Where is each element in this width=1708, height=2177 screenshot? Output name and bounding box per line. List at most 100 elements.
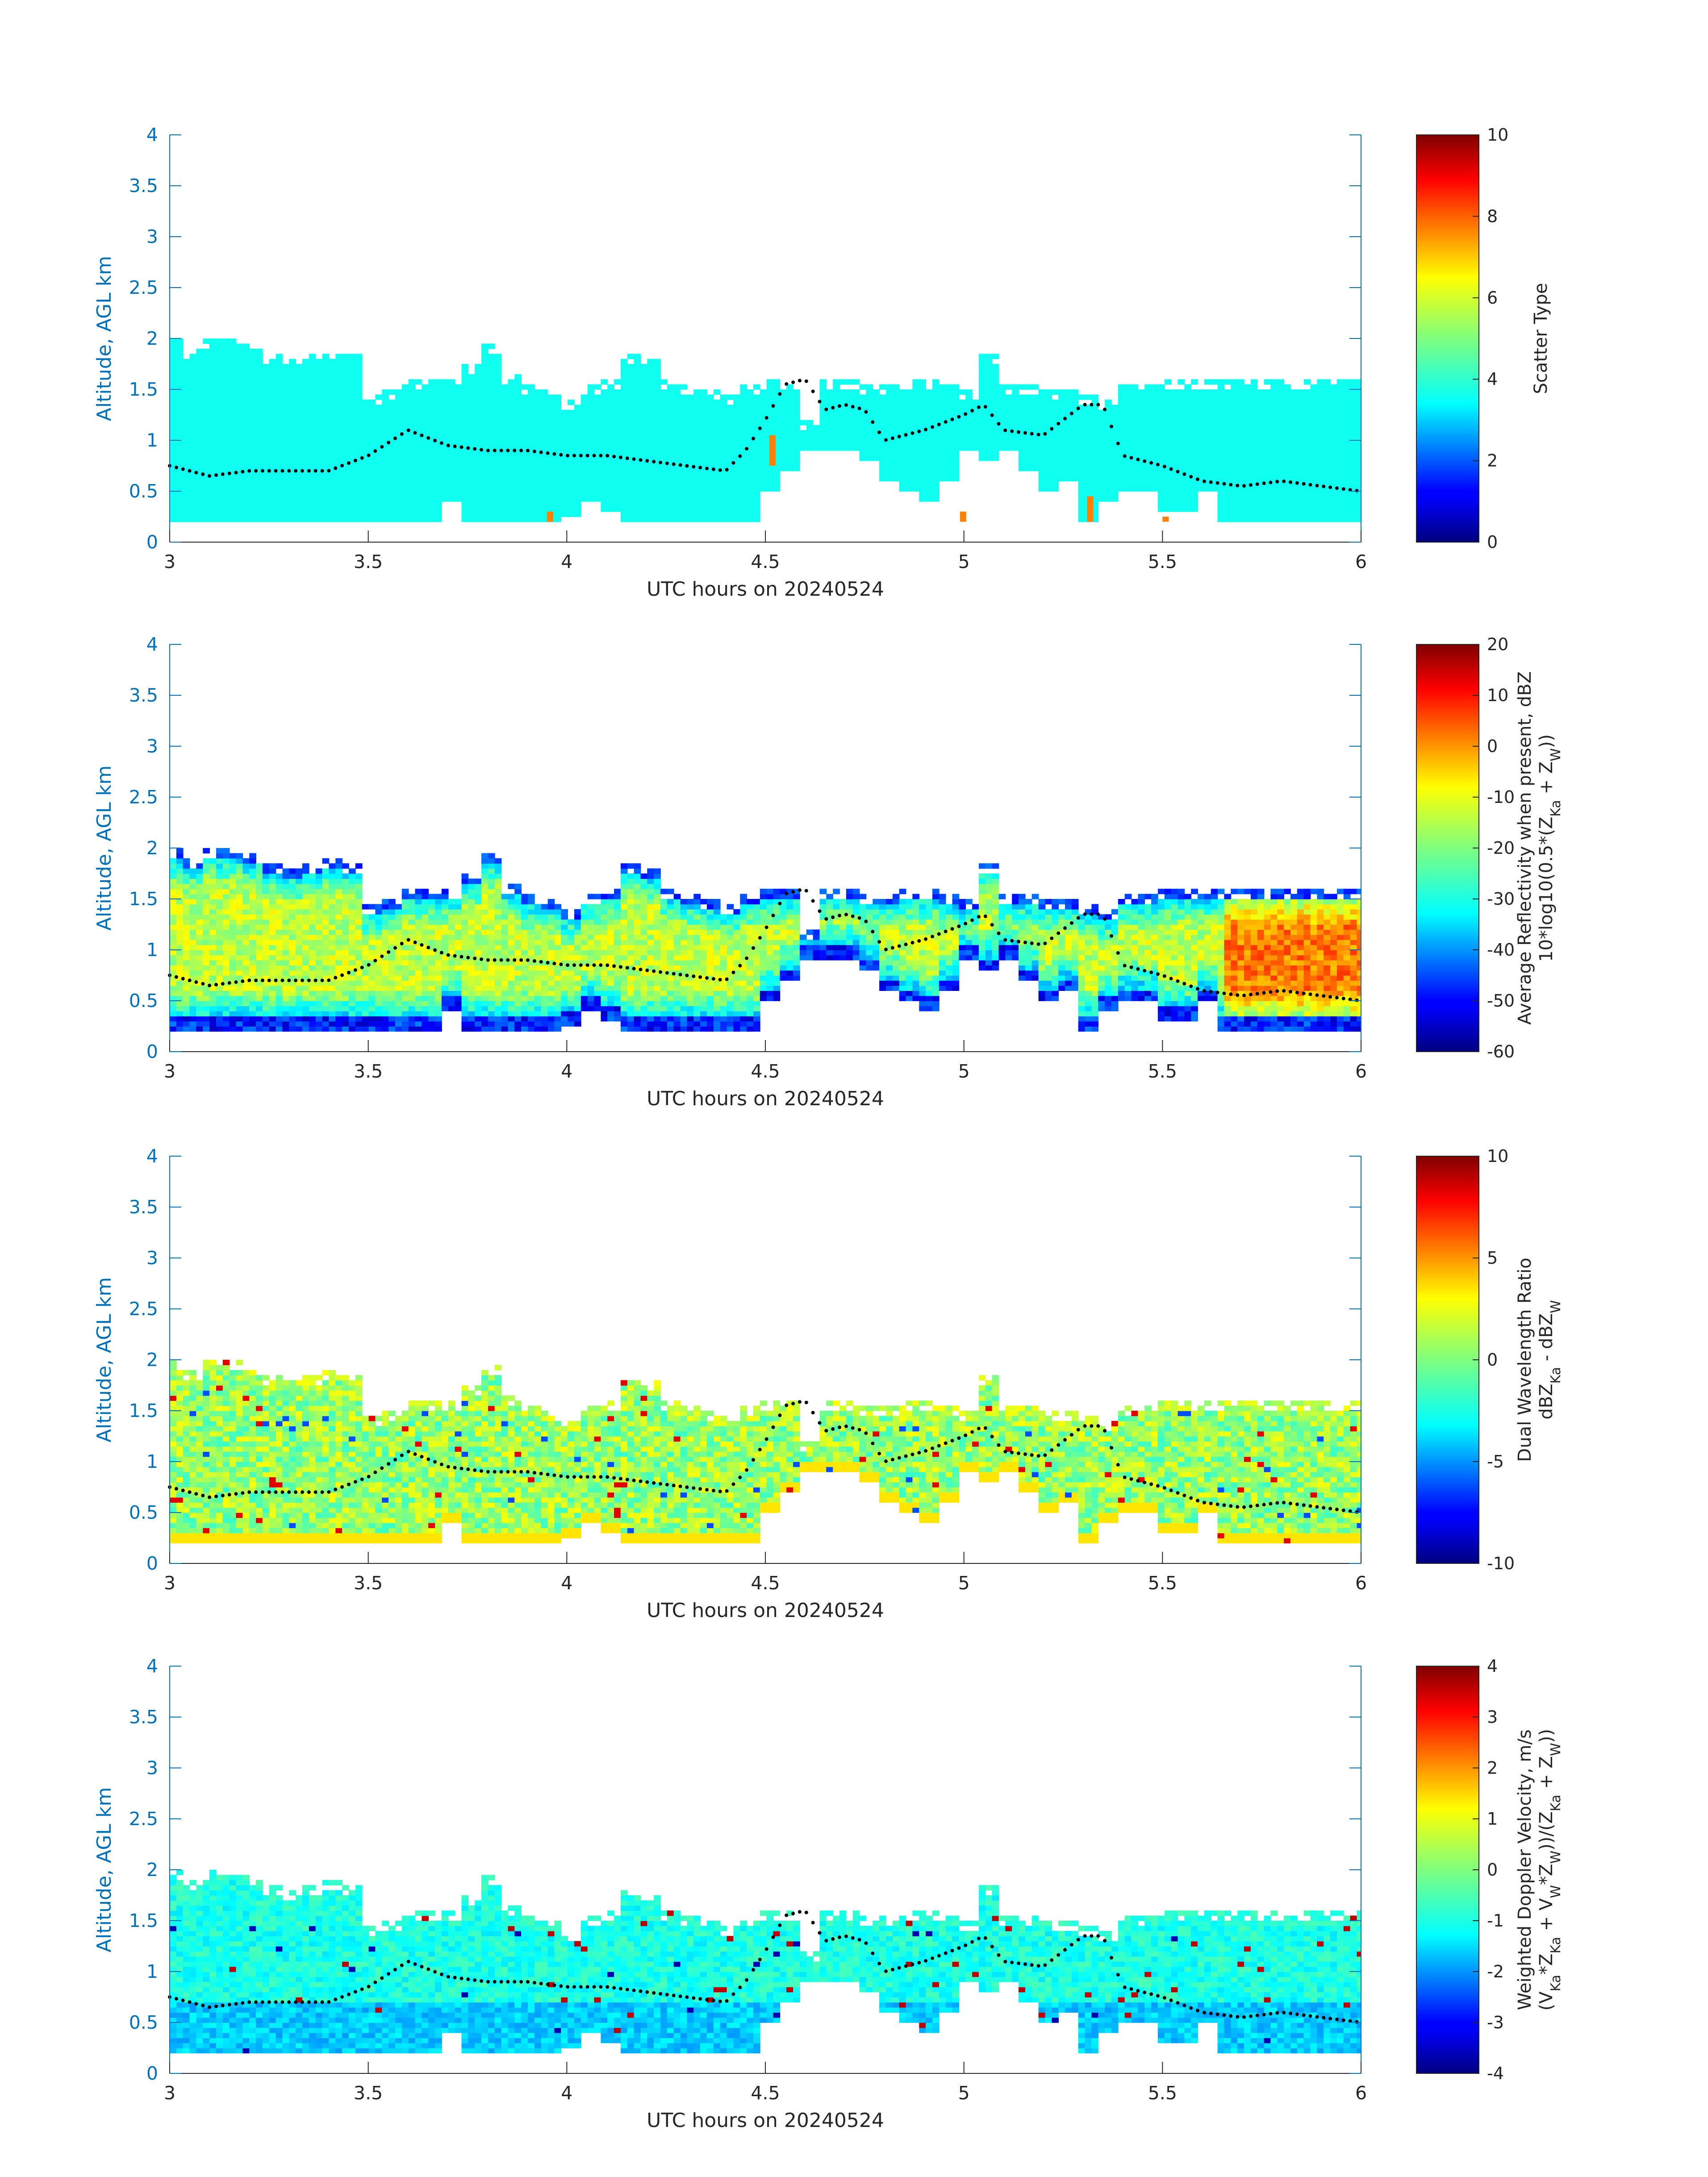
heatmap-cell — [494, 374, 502, 380]
heatmap-cell — [183, 517, 190, 522]
heatmap-cell — [892, 405, 900, 410]
heatmap-cell — [640, 405, 648, 410]
heatmap-cell — [242, 435, 250, 441]
heatmap-cell — [541, 496, 548, 502]
heatmap-cell — [747, 394, 754, 400]
heatmap-cell — [1204, 445, 1211, 451]
heatmap-cell — [640, 460, 648, 466]
heatmap-cell — [1198, 486, 1205, 492]
heatmap-cell — [866, 409, 873, 415]
heatmap-cell — [388, 501, 396, 507]
heatmap-cell — [242, 501, 250, 507]
heatmap-cell — [468, 399, 475, 405]
heatmap-cell — [926, 415, 933, 421]
heatmap-cell — [1138, 476, 1145, 481]
heatmap-cell — [209, 506, 217, 512]
heatmap-cell — [481, 481, 489, 487]
heatmap-cell — [654, 506, 661, 512]
heatmap-cell — [667, 389, 674, 395]
heatmap-cell — [607, 415, 614, 421]
heatmap-cell — [892, 440, 900, 446]
heatmap-cell — [547, 476, 555, 481]
heatmap-cell — [183, 899, 190, 905]
heatmap-cell — [216, 511, 223, 517]
heatmap-cell — [329, 409, 336, 415]
heatmap-cell — [309, 511, 316, 517]
heatmap-cell — [1151, 409, 1158, 415]
heatmap-cell — [634, 420, 641, 426]
heatmap-cell — [203, 430, 210, 436]
heatmap-cell — [813, 425, 820, 430]
heatmap-cell — [342, 476, 349, 481]
heatmap-cell — [349, 471, 356, 476]
heatmap-cell — [362, 425, 369, 430]
heatmap-cell — [388, 481, 396, 487]
heatmap-cell — [422, 455, 429, 461]
heatmap-cell — [203, 934, 210, 940]
heatmap-cell — [614, 501, 621, 507]
heatmap-cell — [912, 460, 920, 466]
heatmap-cell — [468, 415, 475, 421]
heatmap-cell — [640, 425, 648, 430]
heatmap-cell — [873, 405, 880, 410]
heatmap-cell — [1310, 445, 1318, 451]
heatmap-cell — [382, 486, 389, 492]
heatmap-cell — [1217, 384, 1225, 390]
heatmap-cell — [382, 517, 389, 522]
heatmap-cell — [521, 506, 528, 512]
heatmap-cell — [488, 455, 495, 461]
heatmap-cell — [978, 445, 986, 451]
heatmap-cell — [488, 440, 495, 446]
heatmap-cell — [1244, 491, 1251, 497]
heatmap-cell — [1052, 476, 1059, 481]
heatmap-cell — [1257, 450, 1265, 456]
heatmap-cell — [959, 420, 966, 426]
heatmap-cell — [481, 517, 489, 522]
heatmap-cell — [222, 517, 230, 522]
heatmap-cell — [886, 466, 893, 472]
heatmap-cell — [1336, 389, 1344, 395]
heatmap-cell — [189, 990, 197, 996]
heatmap-cell — [501, 435, 509, 441]
heatmap-cell — [176, 924, 184, 930]
heatmap-cell — [508, 440, 515, 446]
heatmap-cell — [322, 389, 330, 395]
heatmap-cell — [176, 501, 184, 507]
heatmap-cell — [833, 384, 840, 390]
heatmap-cell — [886, 394, 893, 400]
heatmap-cell — [1157, 440, 1165, 446]
heatmap-cell — [1330, 450, 1337, 456]
heatmap-cell — [296, 420, 303, 426]
heatmap-cell — [1157, 415, 1165, 421]
heatmap-cell — [1157, 486, 1165, 492]
heatmap-cell — [607, 420, 614, 426]
heatmap-cell — [1191, 399, 1198, 405]
heatmap-cell — [329, 511, 336, 517]
heatmap-cell — [786, 425, 793, 430]
heatmap-cell — [1058, 455, 1065, 461]
heatmap-cell — [733, 435, 741, 441]
heatmap-cell — [667, 399, 674, 405]
heatmap-cell — [1058, 471, 1065, 476]
heatmap-cell — [382, 389, 389, 395]
heatmap-cell — [700, 394, 707, 400]
heatmap-cell — [1178, 415, 1185, 421]
mean-altitude-dot — [1275, 480, 1279, 484]
heatmap-cell — [926, 491, 933, 497]
heatmap-cell — [1091, 420, 1099, 426]
heatmap-cell — [382, 460, 389, 466]
heatmap-cell — [1111, 415, 1119, 421]
heatmap-cell — [196, 425, 204, 430]
heatmap-cell — [554, 445, 562, 451]
heatmap-cell — [276, 496, 283, 502]
heatmap-cell — [985, 374, 993, 380]
heatmap-cell — [322, 425, 330, 430]
heatmap-cell — [978, 399, 986, 405]
heatmap-cell — [547, 440, 555, 446]
heatmap-cell — [302, 517, 309, 522]
heatmap-cell — [1317, 471, 1324, 476]
mean-altitude-dot — [924, 427, 928, 431]
heatmap-cell — [408, 420, 416, 426]
heatmap-cell — [508, 506, 515, 512]
heatmap-cell — [1310, 455, 1318, 461]
